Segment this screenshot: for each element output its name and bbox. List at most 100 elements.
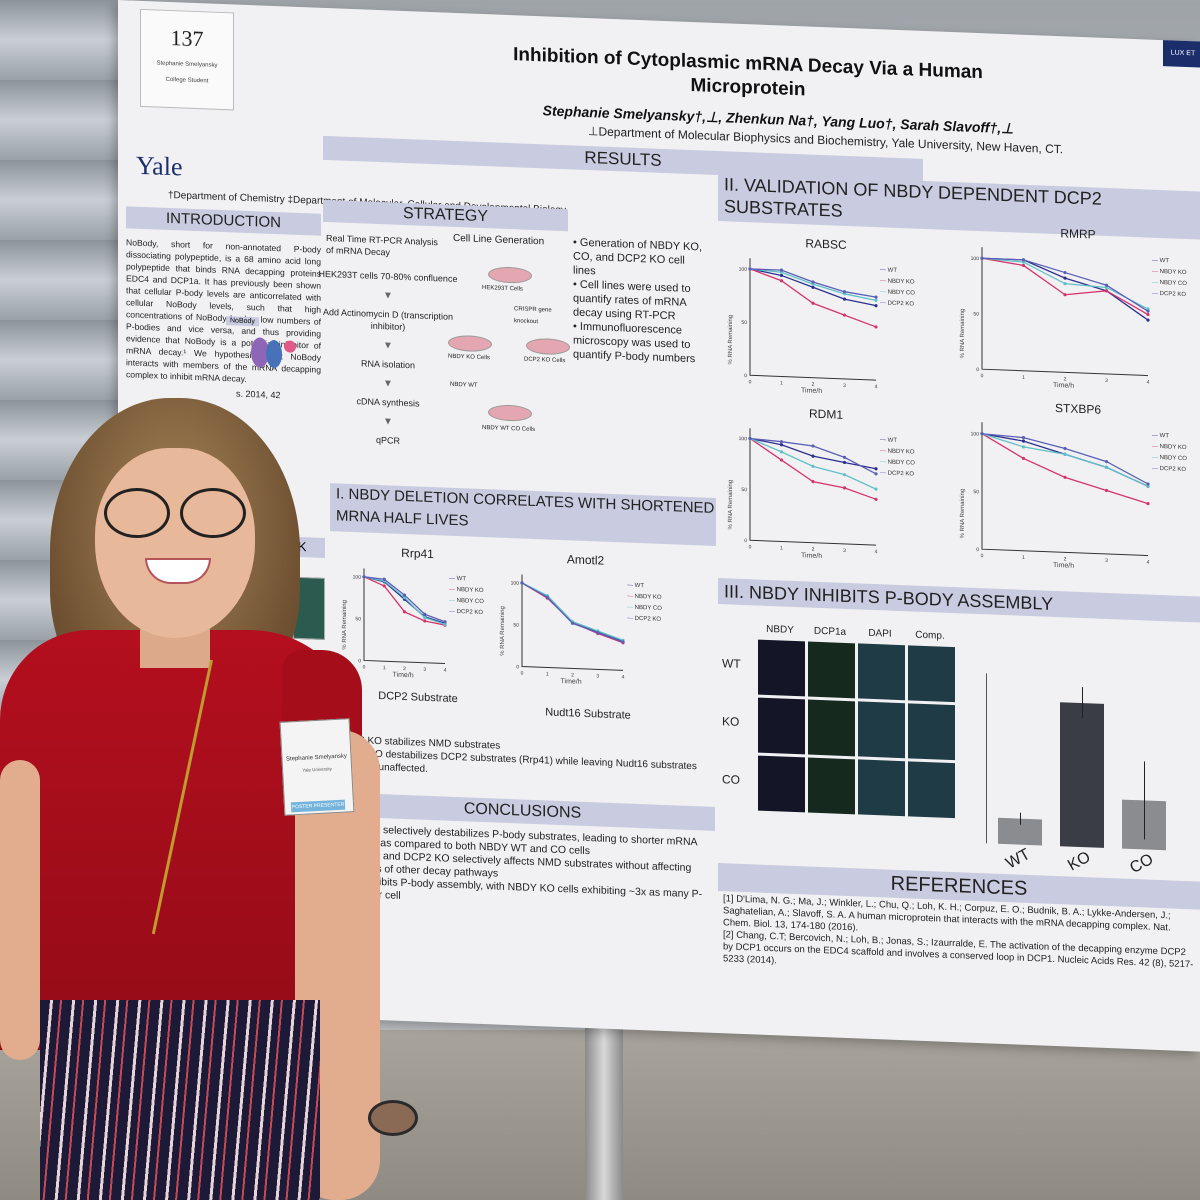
data-point xyxy=(1104,488,1109,493)
legend-label: NBDY CO xyxy=(1159,455,1187,463)
data-point xyxy=(874,497,878,501)
legend-label: WT xyxy=(634,582,644,590)
data-point xyxy=(874,487,878,491)
glasses-lens-right xyxy=(180,488,246,538)
x-tick-label: 1 xyxy=(1022,555,1025,561)
dish-hek293t-icon xyxy=(488,266,532,284)
legend-swatch: — xyxy=(449,586,457,594)
data-point xyxy=(1021,260,1026,264)
y-tick-label: 0 xyxy=(976,547,979,553)
data-point xyxy=(874,298,878,302)
data-point xyxy=(423,619,427,623)
x-tick-label: 4 xyxy=(875,384,878,390)
y-tick-label: 100 xyxy=(353,574,362,580)
data-point xyxy=(779,440,784,444)
series-line xyxy=(749,268,877,328)
data-point xyxy=(874,472,878,476)
legend-swatch: — xyxy=(1152,257,1160,265)
x-tick-label: 2 xyxy=(1064,556,1067,562)
micro-row-ko: KO xyxy=(722,714,740,729)
x-tick-label: 1 xyxy=(546,671,549,677)
data-point xyxy=(382,577,386,581)
y-axis-label: % RNA Remaining xyxy=(960,488,966,539)
cell-label-crispr: CRISPR gene knockout xyxy=(514,306,552,326)
strategy-bullet-1: Generation of NBDY KO, CO, and DCP2 KO c… xyxy=(573,235,703,282)
line-chart-svg: 0 1 2 3 4 100 50 0 xyxy=(971,247,1150,386)
legend-swatch: — xyxy=(880,278,888,285)
legend-label: NBDY KO xyxy=(887,278,915,286)
data-point xyxy=(980,432,984,436)
x-tick-label: 0 xyxy=(981,373,984,379)
legend-swatch: — xyxy=(1152,465,1160,473)
data-point xyxy=(1063,452,1067,456)
line-chart-svg: 0 1 2 3 4 100 50 0 xyxy=(971,422,1150,566)
badge-sub: Yale University xyxy=(302,766,333,773)
micro-image-wt-nbdy xyxy=(758,639,805,697)
x-tick-label: 3 xyxy=(1105,558,1108,564)
legend-label: NBDY KO xyxy=(1159,269,1187,277)
data-point xyxy=(1146,502,1150,506)
data-point xyxy=(1146,309,1150,313)
chart-axes xyxy=(981,422,1148,557)
legend-label: WT xyxy=(887,437,897,444)
micro-image-co-dcp1a xyxy=(808,757,855,815)
data-point xyxy=(570,621,575,625)
chart-stxbp6: STXBP6 0 1 2 3 4 100 50 0% RNA Remaining Time/h — … xyxy=(958,397,1198,581)
cell-label-nbdy-wt-co: NBDY WT CO Cells xyxy=(482,424,536,434)
data-point xyxy=(1104,283,1109,287)
line-chart-svg: 0 1 2 3 4 100 50 0 xyxy=(353,568,447,674)
legend-label: DCP2 KO xyxy=(1159,291,1187,299)
legend-swatch: — xyxy=(449,575,457,583)
dish-dcp2-ko-icon xyxy=(526,337,570,356)
legend-entry: — DCP2 KO xyxy=(1152,289,1187,301)
x-axis-label: Time/h xyxy=(560,677,582,686)
legend-swatch: — xyxy=(880,470,888,477)
x-tick-label: 0 xyxy=(521,670,524,676)
legend-label: NBDY CO xyxy=(887,459,915,467)
x-axis-label: Time/h xyxy=(801,552,823,561)
cell-line-title: Cell Line Generation xyxy=(453,232,545,248)
data-point xyxy=(874,295,878,299)
name-badge: Stephanie Smelyansky Yale University POS… xyxy=(279,718,355,816)
striped-pants xyxy=(40,1000,320,1200)
x-tick-label: 4 xyxy=(444,668,447,674)
micro-image-wt-dapi xyxy=(858,643,905,701)
legend-label: NBDY CO xyxy=(456,598,484,606)
x-tick-label: 0 xyxy=(749,379,752,385)
micro-image-wt-comp xyxy=(908,645,955,703)
data-point xyxy=(402,610,407,614)
data-point xyxy=(842,486,847,490)
y-tick-label: 50 xyxy=(973,311,979,317)
x-tick-label: 2 xyxy=(571,672,574,678)
legend-label: NBDY KO xyxy=(887,448,915,456)
y-tick-label: 0 xyxy=(358,658,361,664)
data-point xyxy=(811,301,815,305)
data-point xyxy=(1063,276,1067,280)
dish-nbdy-wt-co-icon xyxy=(488,404,532,422)
data-point xyxy=(382,584,386,588)
y-tick-label: 50 xyxy=(741,487,747,493)
legend-label: NBDY KO xyxy=(634,593,662,601)
cell-label-nbdy-wt: NBDY WT xyxy=(450,381,478,389)
badge-tag: POSTER PRESENTER xyxy=(290,799,346,813)
bar-label: KO xyxy=(1065,848,1094,875)
y-axis-label: % RNA Remaining xyxy=(728,479,734,530)
y-tick-label: 50 xyxy=(355,616,361,622)
y-tick-label: 50 xyxy=(973,489,979,495)
y-tick-label: 0 xyxy=(516,664,519,670)
legend-swatch: — xyxy=(1152,432,1160,440)
chart-rabsc: RABSC 0 1 2 3 4 100 50 0% RNA Remaining Time/h — W… xyxy=(726,233,926,406)
chart-axes xyxy=(749,428,876,546)
legend-swatch: — xyxy=(1152,454,1160,462)
data-point xyxy=(874,467,878,471)
chart-axes xyxy=(363,568,445,665)
y-tick-label: 0 xyxy=(976,367,979,373)
legend-label: DCP2 KO xyxy=(887,470,915,478)
x-tick-label: 2 xyxy=(403,666,406,672)
data-point xyxy=(362,575,366,579)
chart-legend: — WT — NBDY KO — NBDY CO — DCP2 KO xyxy=(1152,431,1187,476)
y-tick-label: 100 xyxy=(971,256,980,262)
y-tick-label: 100 xyxy=(739,436,748,442)
yale-seal: LUX ET xyxy=(1163,40,1200,68)
data-point xyxy=(596,631,600,635)
